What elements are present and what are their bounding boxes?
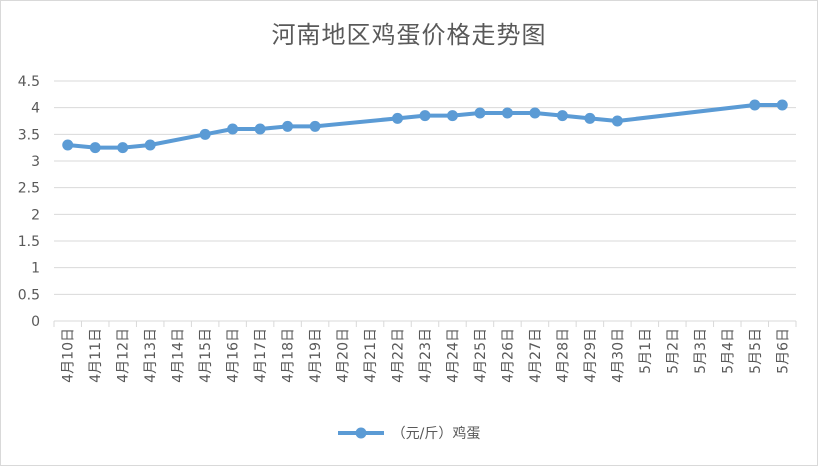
x-tick-label: 4月17日 <box>253 328 269 383</box>
y-tick-label: 1 <box>31 261 40 277</box>
legend-item: （元/斤）鸡蛋 <box>337 423 481 443</box>
x-tick-label: 4月22日 <box>391 328 407 383</box>
y-tick-label: 4 <box>31 101 40 117</box>
x-tick-label: 5月4日 <box>720 328 736 374</box>
legend: （元/斤）鸡蛋 <box>1 423 817 444</box>
x-tick-label: 4月11日 <box>88 328 104 383</box>
data-point <box>62 139 74 151</box>
data-point <box>776 99 788 111</box>
x-axis-ticks: 4月10日 4月11日 4月12日 4月13日 4月14日 4月15日 4月16日 4月17日… <box>53 321 797 383</box>
data-point <box>199 128 211 140</box>
x-tick-label: 4月19日 <box>308 328 324 383</box>
y-tick-label: 3 <box>31 154 40 170</box>
x-tick-label: 4月15日 <box>198 328 214 383</box>
y-tick-label: 3.5 <box>18 127 40 143</box>
chart-title: 河南地区鸡蛋价格走势图 <box>271 21 547 49</box>
y-axis-ticks: 0 0.5 1 1.5 2 2.5 3 3.5 4 4.5 <box>18 74 40 330</box>
y-tick-label: 4.5 <box>18 74 40 90</box>
y-tick-label: 0.5 <box>18 287 40 303</box>
legend-line-marker-icon <box>337 427 384 439</box>
x-tick-label: 4月30日 <box>610 328 626 383</box>
data-point <box>501 107 513 119</box>
x-tick-label: 4月29日 <box>583 328 599 383</box>
x-tick-label: 5月2日 <box>665 328 681 374</box>
x-tick-label: 5月3日 <box>693 328 709 374</box>
x-tick-label: 4月18日 <box>281 328 297 383</box>
data-point <box>89 142 101 154</box>
x-tick-label: 4月24日 <box>445 328 461 383</box>
data-point <box>419 110 431 122</box>
x-tick-label: 4月14日 <box>171 328 187 383</box>
data-point <box>474 107 486 119</box>
gridlines <box>54 80 796 322</box>
series-layer <box>62 99 788 154</box>
data-point <box>117 142 129 154</box>
x-tick-label: 5月6日 <box>775 328 791 374</box>
y-tick-label: 1.5 <box>18 234 40 250</box>
x-tick-label: 4月16日 <box>226 328 242 383</box>
data-point <box>529 107 541 119</box>
data-point <box>227 123 239 135</box>
x-tick-label: 4月25日 <box>473 328 489 383</box>
data-point <box>254 123 266 135</box>
x-tick-label: 4月23日 <box>418 328 434 383</box>
x-tick-label: 4月26日 <box>500 328 516 383</box>
y-tick-label: 0 <box>31 314 40 330</box>
x-tick-label: 5月5日 <box>748 328 764 374</box>
data-point <box>584 112 596 124</box>
data-point <box>749 99 761 111</box>
data-point <box>309 120 321 132</box>
data-point <box>611 115 623 127</box>
data-point <box>144 139 156 151</box>
legend-label: （元/斤）鸡蛋 <box>391 426 481 442</box>
x-tick-label: 4月21日 <box>363 328 379 383</box>
x-tick-label: 4月20日 <box>336 328 352 383</box>
x-tick-label: 4月27日 <box>528 328 544 383</box>
data-point <box>392 112 404 124</box>
y-tick-label: 2.5 <box>18 181 40 197</box>
x-tick-label: 4月28日 <box>555 328 571 383</box>
x-tick-label: 4月10日 <box>61 328 77 383</box>
data-point <box>446 110 458 122</box>
x-tick-label: 4月13日 <box>143 328 159 383</box>
data-point <box>282 120 294 132</box>
x-tick-label: 5月1日 <box>638 328 654 374</box>
data-point <box>556 110 568 122</box>
y-tick-label: 2 <box>31 207 40 223</box>
x-tick-label: 4月12日 <box>116 328 132 383</box>
